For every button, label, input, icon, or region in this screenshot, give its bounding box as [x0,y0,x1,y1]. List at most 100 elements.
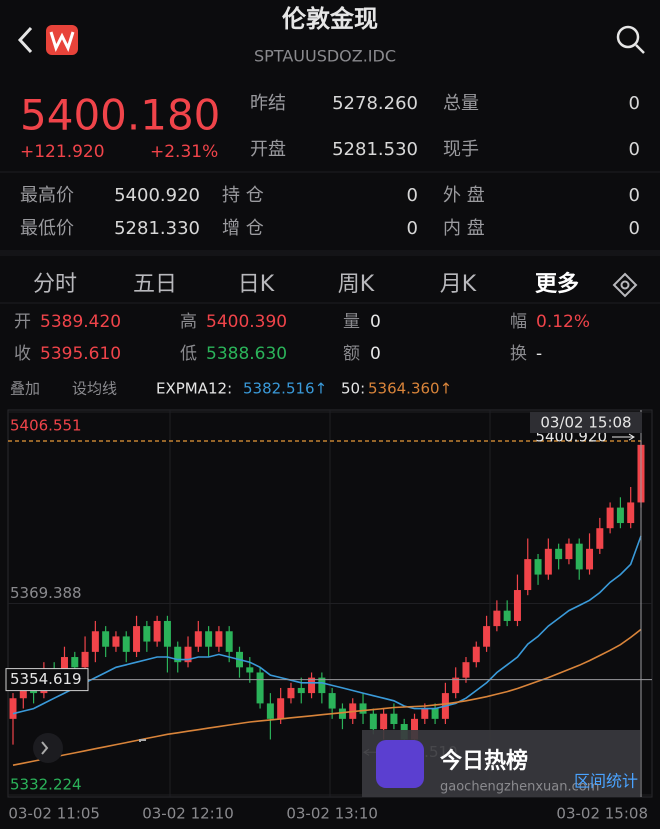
page-title: 伦敦金现 [282,5,378,33]
settings-icon [620,280,630,290]
candle-body [544,548,552,575]
ohlc-value: 0 [370,312,381,332]
toolbar-button[interactable]: 叠加 [10,380,40,398]
y-tick-label: 5369.388 [10,584,82,602]
search-button[interactable] [616,25,645,54]
candle-body [627,502,635,524]
candle-body [493,610,501,627]
settings-button[interactable] [612,272,638,298]
ohlc-label: 换 [510,344,527,364]
stat-value: 0 [629,93,640,114]
candle-body [534,559,542,575]
ohlc-label: 额 [343,344,360,364]
candle-body [225,631,233,652]
ohlc-label: 高 [180,312,197,332]
stat-label: 增 仓 [222,218,264,239]
stat-label: 开盘 [250,139,286,160]
range-stats-button[interactable]: 区间统计 [574,772,638,791]
candle-body [596,528,604,549]
candle-body [565,543,573,560]
toolbar-button[interactable]: 设均线 [72,380,117,398]
tab[interactable]: 周K [338,272,375,297]
candle-body [328,693,336,709]
max-arrow [628,433,635,441]
watermark-icon [376,740,424,788]
ohlc-value: 5400.390 [206,312,287,332]
candle-body [205,631,213,647]
candle-body [153,620,161,642]
x-tick-label: 03-02 11:05 [8,805,100,823]
candle-body [81,651,89,668]
stat-value: 0 [629,218,640,239]
watermark-url: gaochengzhenxuan.com [440,780,599,795]
stat-value: 5281.530 [332,139,418,160]
tab[interactable]: 五日 [133,272,177,297]
button-icon [41,741,49,755]
legend-name: EXPMA12: [156,380,232,398]
candle-body [133,626,141,652]
ohlc-value: 5389.420 [40,312,121,332]
candle-body [483,626,491,647]
candle-body [102,631,110,647]
stat-label: 外 盘 [443,185,485,206]
candle-body [318,677,326,694]
stat-value: 5281.330 [114,218,200,239]
tab-active[interactable]: 更多 [535,271,579,297]
candle-body [359,703,367,714]
candle-body [411,718,419,740]
tab[interactable]: 分时 [33,272,77,297]
crosshair-x-box [530,412,642,433]
y-tick-label: 5406.551 [10,417,82,435]
ohlc-label: 开 [14,312,31,332]
button-icon [139,739,146,742]
candle-body [9,698,17,719]
stat-label: 昨结 [250,93,286,114]
stat-value: 0 [407,218,418,239]
ohlc-value: 0.12% [536,312,590,332]
candle-body [256,672,264,704]
price-change-pct: +2.31% [150,142,218,162]
tab[interactable]: 月K [440,272,477,297]
stat-label: 最低价 [20,218,74,239]
stat-label: 最高价 [20,185,74,206]
settings-icon [612,272,638,298]
candle-body [431,708,439,719]
candle-body [71,657,79,668]
stat-label: 现手 [443,139,479,160]
back-button[interactable] [17,26,33,54]
ohlc-value: - [536,344,542,364]
candle-body [122,636,130,652]
ohlc-label: 幅 [510,312,527,332]
candle-body [215,631,223,647]
candle-body [380,713,388,730]
search-icon [616,25,640,49]
x-tick-label: 03-02 12:10 [142,805,234,823]
expand-button[interactable] [139,739,146,742]
page-subtitle: SPTAUUSDOZ.IDC [254,47,396,66]
ohlc-value: 0 [370,344,381,364]
crosshair-x-label: 03/02 15:08 [540,414,631,432]
ohlc-value: 5395.610 [40,344,121,364]
ohlc-label: 低 [180,344,197,364]
crosshair-y-label: 5354.619 [10,670,82,688]
stat-value: 0 [629,139,640,160]
candle-body [606,507,614,529]
candle-body [246,667,254,673]
scroll-button[interactable] [33,733,63,763]
candle-body [462,662,470,678]
watermark-title: 今日热榜 [440,748,528,774]
candle-body [555,548,563,560]
stat-value: 5278.260 [332,93,418,114]
candle-body [287,687,295,699]
candle-body [163,620,171,647]
logo-mark [49,31,75,52]
legend-value: 5382.516↑ [243,380,327,398]
app-logo[interactable] [46,25,78,55]
search-icon [635,44,645,54]
candle-body [277,698,285,719]
ohlc-label: 收 [14,344,31,364]
candle-body [472,646,480,663]
ohlc-label: 量 [343,312,360,332]
tab[interactable]: 日K [238,272,275,297]
candle-body [297,687,305,694]
